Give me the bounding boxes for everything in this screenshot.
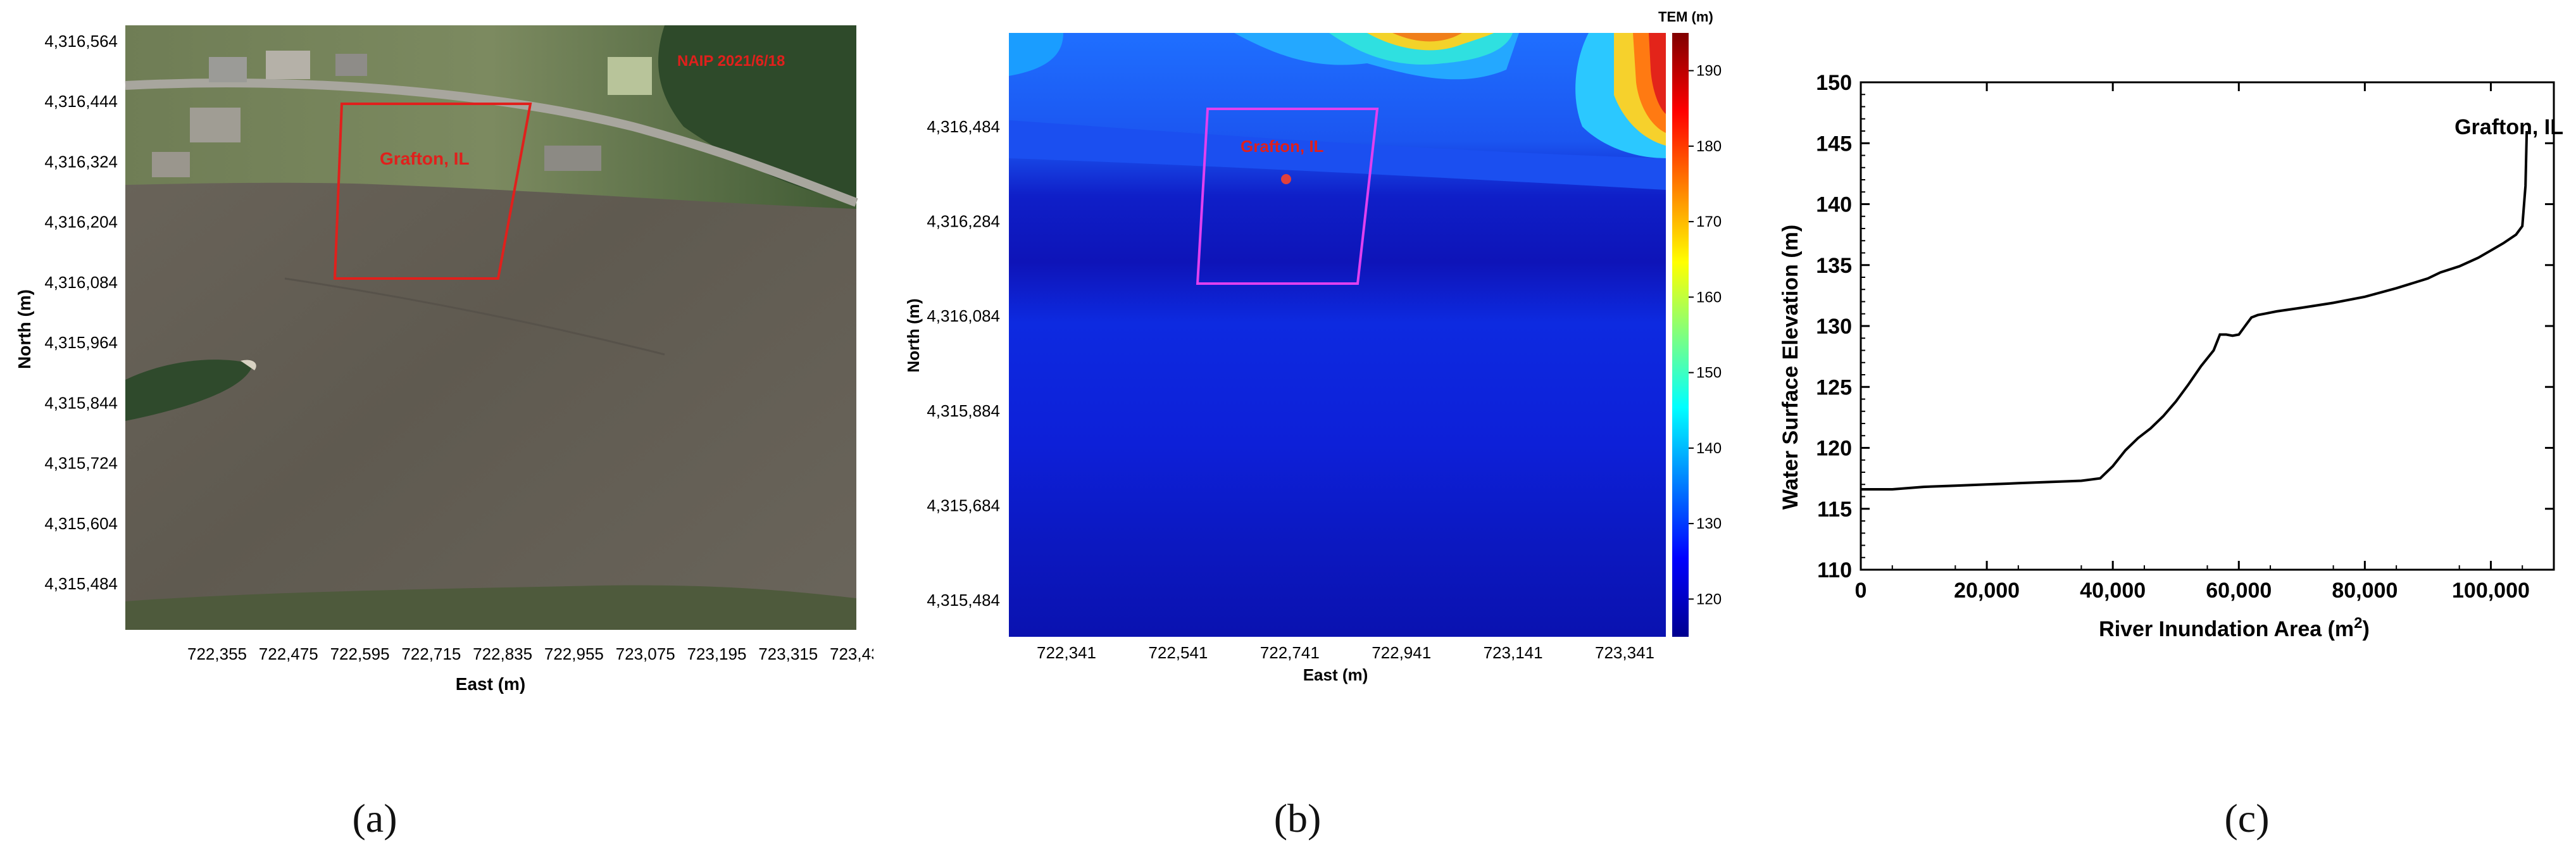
site-label-b: Grafton, IL xyxy=(1241,137,1324,156)
grafton-boundary-polygon-b xyxy=(1196,108,1379,285)
y-tick-label-b: 4,316,084 xyxy=(927,306,1000,325)
y-axis-ticks-a: 4,316,564 4,316,444 4,316,324 4,316,204 4,31… xyxy=(44,32,118,593)
y-tick-label-a: 4,315,604 xyxy=(44,514,118,533)
y-tick-label-a: 4,316,084 xyxy=(44,273,118,292)
x-tick-label-a: 723,435 xyxy=(830,644,873,663)
x-tick-label-c: 0 xyxy=(1855,579,1867,603)
y-tick-label-a: 4,316,324 xyxy=(44,152,118,171)
colorbar-tick-label: 130 xyxy=(1696,515,1722,532)
x-tick-label-a: 722,955 xyxy=(544,644,604,663)
panel-c-line-chart: 110 115 120 125 130 135 140 145 150 0 20,000 40,00… xyxy=(1779,71,2563,642)
site-label-a: Grafton, IL xyxy=(380,149,470,168)
series-annotation: Grafton, IL xyxy=(2454,115,2563,139)
x-tick-label-b: 722,941 xyxy=(1372,643,1431,662)
image-tag-label: NAIP 2021/6/18 xyxy=(677,53,785,70)
x-tick-label-a: 722,715 xyxy=(401,644,461,663)
y-tick-label-a: 4,315,724 xyxy=(44,454,118,473)
panel-label-a: (a) xyxy=(352,796,397,841)
y-tick-label-c: 140 xyxy=(1816,193,1852,217)
y-tick-label-a: 4,315,844 xyxy=(44,393,118,412)
y-tick-label-b: 4,315,484 xyxy=(927,591,1000,610)
x-axis-label-a: East (m) xyxy=(456,674,525,694)
x-tick-label-c: 80,000 xyxy=(2332,579,2398,603)
x-tick-label-b: 722,341 xyxy=(1037,643,1096,662)
y-tick-label-a: 4,315,484 xyxy=(44,574,118,593)
x-tick-label-a: 723,195 xyxy=(687,644,746,663)
x-tick-label-b: 722,741 xyxy=(1260,643,1320,662)
x-axis-label-b: East (m) xyxy=(1303,665,1368,684)
x-axis-ticks-a: 722,355 722,475 722,595 722,715 722,835 722,9… xyxy=(187,644,873,663)
x-tick-label-a: 722,595 xyxy=(330,644,390,663)
y-axis-label-a: North (m) xyxy=(15,289,34,369)
colorbar xyxy=(1672,33,1689,637)
colorbar-tick-label: 180 xyxy=(1696,138,1722,155)
y-tick-label-a: 4,316,204 xyxy=(44,213,118,232)
y-tick-label-b: 4,315,684 xyxy=(927,496,1000,515)
x-tick-label-c: 60,000 xyxy=(2206,579,2272,603)
grafton-boundary-polygon xyxy=(333,103,532,280)
colorbar-tick-label: 120 xyxy=(1696,591,1722,608)
colorbar-tick-label: 150 xyxy=(1696,365,1722,382)
y-tick-label-c: 130 xyxy=(1816,315,1852,339)
x-tick-label-b: 722,541 xyxy=(1148,643,1208,662)
panel-label-b: (b) xyxy=(1273,796,1322,841)
x-axis-label-c: River Inundation Area (m2) xyxy=(2099,615,2370,642)
gauge-marker xyxy=(1281,174,1291,184)
y-tick-label-c: 135 xyxy=(1816,254,1852,278)
panel-a-map: NAIP 2021/6/18 Grafton, IL 4,316,5644,31… xyxy=(15,25,873,694)
y-tick-label-c: 145 xyxy=(1816,132,1852,156)
y-tick-label-c: 110 xyxy=(1817,558,1852,582)
colorbar-tick-label: 170 xyxy=(1696,213,1722,230)
x-tick-label-b: 723,141 xyxy=(1484,643,1543,662)
y-tick-label-c: 120 xyxy=(1816,437,1852,461)
plot-frame xyxy=(1860,81,2555,571)
x-tick-label-c: 40,000 xyxy=(2080,579,2146,603)
y-axis-label-b: North (m) xyxy=(904,299,923,373)
y-tick-label-a: 4,316,564 xyxy=(44,32,118,51)
y-tick-label-a: 4,315,964 xyxy=(44,333,118,352)
series-line-grafton xyxy=(1861,130,2529,491)
x-tick-label-a: 723,075 xyxy=(616,644,675,663)
colorbar-tick-label: 140 xyxy=(1696,440,1722,457)
x-tick-label-a: 722,475 xyxy=(259,644,318,663)
x-tick-label-b: 723,341 xyxy=(1595,643,1654,662)
y-tick-label-c: 125 xyxy=(1816,375,1852,399)
y-tick-label-a: 4,316,444 xyxy=(44,92,118,111)
chart-axes xyxy=(1860,81,2555,571)
x-tick-label-a: 722,835 xyxy=(473,644,532,663)
x-tick-label-a: 723,315 xyxy=(758,644,818,663)
colorbar-ticks: 190 180 170 160 150 140 130 120 xyxy=(1689,63,1722,608)
y-axis-ticks-b: 4,316,484 4,316,284 4,316,084 4,315,884 4,31… xyxy=(927,117,1000,610)
tem-raster xyxy=(1009,33,1666,637)
panel-b-map: Grafton, IL TEM (m) 190 180 170 160 150 140 13… xyxy=(904,9,1722,684)
colorbar-tick-label: 160 xyxy=(1696,289,1722,306)
aerial-image xyxy=(125,25,858,630)
y-axis-label-c: Water Surface Elevation (m) xyxy=(1779,225,1803,510)
x-tick-label-a: 722,355 xyxy=(187,644,247,663)
x-tick-label-c: 100,000 xyxy=(2452,579,2530,603)
colorbar-tick-label: 190 xyxy=(1696,63,1722,80)
y-tick-label-c: 150 xyxy=(1816,71,1852,95)
y-axis-ticks-c: 110 115 120 125 130 135 140 145 150 xyxy=(1816,71,2554,582)
y-tick-label-c: 115 xyxy=(1817,498,1852,522)
panel-label-c: (c) xyxy=(2224,796,2270,841)
colorbar-title: TEM (m) xyxy=(1658,9,1713,25)
y-tick-label-b: 4,315,884 xyxy=(927,401,1000,420)
x-axis-ticks-c: 0 20,000 40,000 60,000 80,000 100,000 xyxy=(1855,82,2530,603)
x-tick-label-c: 20,000 xyxy=(1954,579,2020,603)
y-tick-label-b: 4,316,284 xyxy=(927,212,1000,231)
x-axis-ticks-b: 722,341 722,541 722,741 722,941 723,141 723,3… xyxy=(1037,643,1654,662)
y-tick-label-b: 4,316,484 xyxy=(927,117,1000,136)
